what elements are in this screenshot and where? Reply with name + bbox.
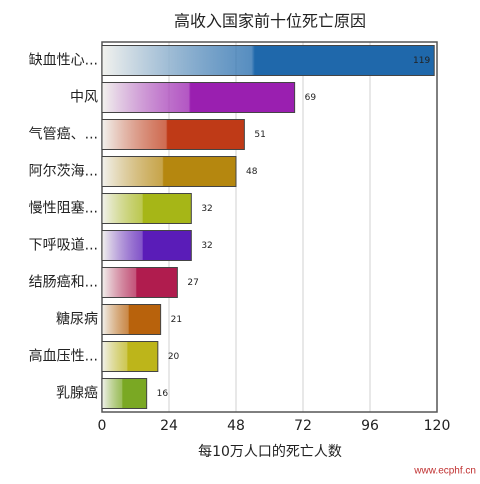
value-label: 27	[187, 278, 198, 288]
y-tick-label: 糖尿病	[56, 312, 98, 328]
chart-title: 高收入国家前十位死亡原因	[174, 12, 366, 31]
y-tick-label: 乳腺癌	[56, 386, 98, 402]
x-tick-label: 96	[361, 418, 379, 434]
bar	[101, 267, 178, 298]
x-tick-label: 72	[294, 418, 312, 434]
value-label: 32	[201, 204, 212, 214]
bar	[101, 341, 159, 372]
value-label: 119	[413, 56, 430, 66]
value-label: 32	[201, 241, 212, 251]
value-label: 21	[171, 315, 182, 325]
y-tick-label: 下呼吸道...	[29, 238, 98, 254]
bar	[101, 156, 237, 187]
bar	[101, 45, 435, 76]
value-label: 69	[305, 93, 317, 103]
bar	[101, 193, 192, 224]
value-label: 16	[157, 389, 169, 399]
value-label: 20	[168, 352, 180, 362]
y-tick-label: 中风	[70, 90, 98, 106]
y-tick-label: 结肠癌和...	[29, 275, 98, 291]
y-tick-label: 阿尔茨海...	[29, 164, 98, 180]
bar	[101, 119, 245, 150]
watermark: www.ecphf.cn	[413, 466, 476, 477]
value-label: 48	[246, 167, 258, 177]
y-tick-label: 气管癌、...	[29, 127, 98, 143]
y-tick-label: 缺血性心...	[29, 53, 98, 69]
x-tick-label: 0	[98, 418, 107, 434]
bar	[101, 230, 192, 261]
value-label: 51	[254, 130, 265, 140]
x-tick-label: 24	[160, 418, 178, 434]
y-tick-label: 慢性阻塞...	[29, 200, 98, 217]
y-tick-label: 高血压性...	[29, 348, 98, 365]
bar	[101, 378, 148, 409]
x-tick-label: 120	[424, 418, 451, 434]
bar	[101, 304, 162, 335]
plot-frame	[101, 41, 438, 413]
x-axis-label: 每10万人口的死亡人数	[198, 444, 342, 460]
bar	[101, 82, 296, 113]
x-tick-label: 48	[227, 418, 245, 434]
